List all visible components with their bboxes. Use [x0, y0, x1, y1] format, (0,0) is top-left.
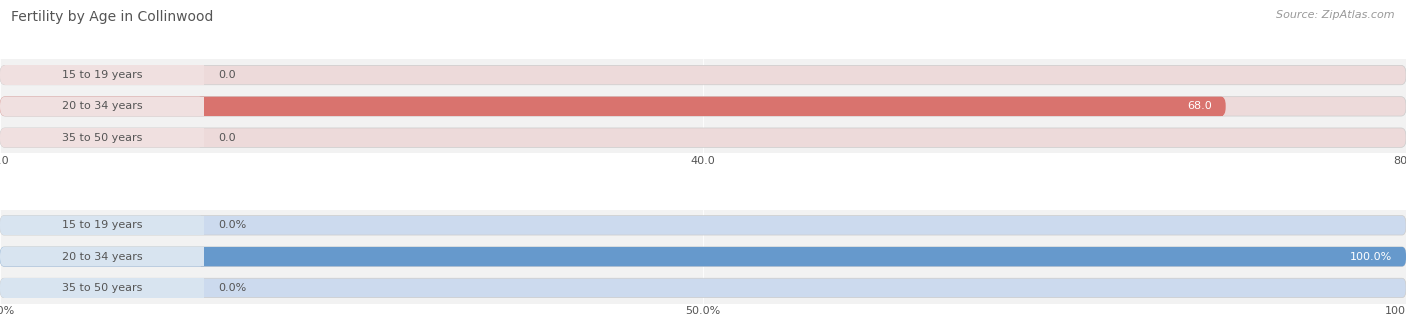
FancyBboxPatch shape	[0, 97, 1226, 116]
FancyBboxPatch shape	[0, 128, 1406, 148]
FancyBboxPatch shape	[0, 65, 1406, 85]
Text: Source: ZipAtlas.com: Source: ZipAtlas.com	[1277, 10, 1395, 20]
FancyBboxPatch shape	[0, 97, 204, 116]
FancyBboxPatch shape	[0, 215, 204, 235]
Bar	[4, 97, 1223, 116]
Bar	[4, 247, 204, 266]
Text: 15 to 19 years: 15 to 19 years	[62, 70, 142, 80]
Text: 35 to 50 years: 35 to 50 years	[62, 283, 142, 293]
Bar	[4, 97, 204, 116]
Text: 0.0: 0.0	[218, 133, 236, 143]
Bar	[4, 247, 1403, 266]
FancyBboxPatch shape	[0, 247, 1406, 266]
FancyBboxPatch shape	[0, 278, 1406, 298]
Text: 0.0: 0.0	[218, 70, 236, 80]
FancyBboxPatch shape	[0, 247, 204, 266]
Text: 15 to 19 years: 15 to 19 years	[62, 220, 142, 230]
Bar	[4, 215, 204, 235]
Bar	[4, 65, 204, 85]
Text: 68.0: 68.0	[1187, 101, 1212, 111]
FancyBboxPatch shape	[0, 97, 204, 116]
FancyBboxPatch shape	[0, 215, 1406, 235]
Bar	[4, 247, 204, 266]
Text: 20 to 34 years: 20 to 34 years	[62, 252, 142, 262]
FancyBboxPatch shape	[0, 65, 204, 85]
FancyBboxPatch shape	[0, 247, 204, 266]
Text: 100.0%: 100.0%	[1350, 252, 1392, 262]
Text: 35 to 50 years: 35 to 50 years	[62, 133, 142, 143]
FancyBboxPatch shape	[0, 278, 204, 298]
Text: 20 to 34 years: 20 to 34 years	[62, 101, 142, 111]
Text: Fertility by Age in Collinwood: Fertility by Age in Collinwood	[11, 10, 214, 24]
Text: 0.0%: 0.0%	[218, 283, 246, 293]
Text: 0.0%: 0.0%	[218, 220, 246, 230]
FancyBboxPatch shape	[0, 97, 1406, 116]
Bar	[4, 278, 204, 298]
FancyBboxPatch shape	[0, 247, 1406, 266]
FancyBboxPatch shape	[0, 128, 204, 148]
Bar	[4, 128, 204, 148]
Bar	[4, 97, 204, 116]
